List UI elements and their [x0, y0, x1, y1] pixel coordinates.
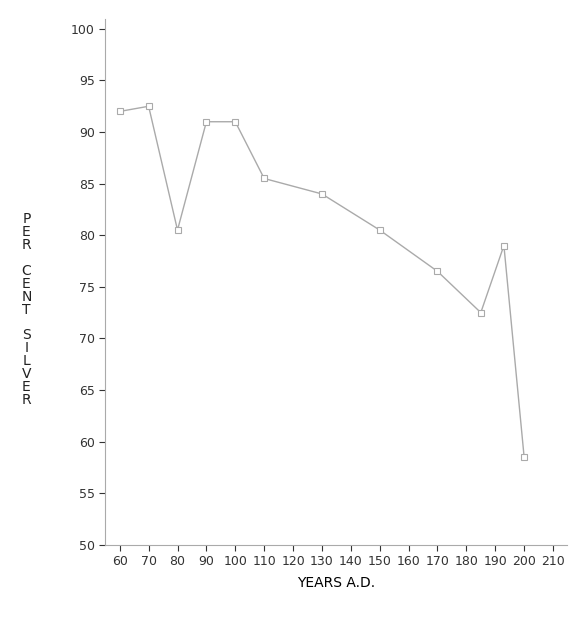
- X-axis label: YEARS A.D.: YEARS A.D.: [297, 576, 376, 591]
- Text: P
E
R
 
C
E
N
T
 
S
I
L
V
E
R: P E R C E N T S I L V E R: [21, 212, 32, 407]
